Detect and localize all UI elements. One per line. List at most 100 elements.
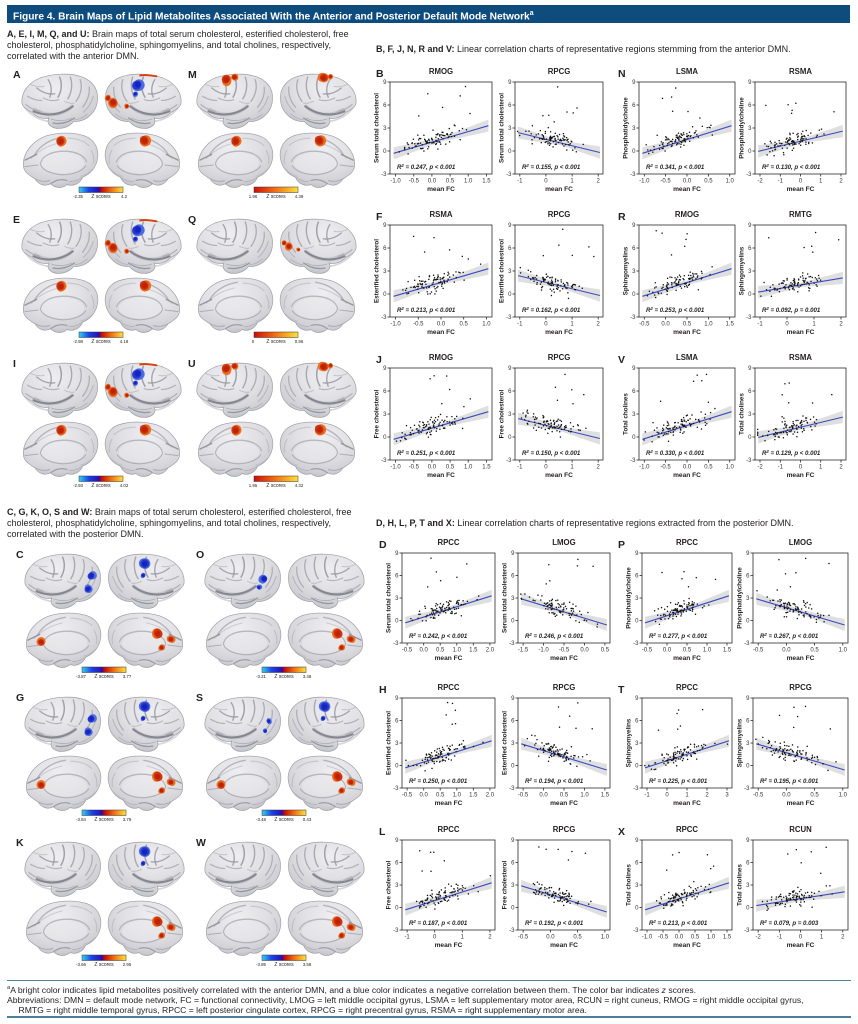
svg-text:1: 1 [570, 465, 574, 471]
svg-text:R2 = 0.194, p < 0.001: R2 = 0.194, p < 0.001 [525, 777, 584, 785]
svg-text:Serum total cholesterol: Serum total cholesterol [502, 563, 509, 633]
svg-text:mean FC: mean FC [787, 472, 815, 479]
svg-text:6: 6 [746, 719, 750, 725]
svg-text:RPCC: RPCC [676, 825, 698, 834]
svg-text:3: 3 [632, 412, 636, 418]
svg-text:S: S [196, 692, 203, 704]
svg-text:mean FC: mean FC [427, 472, 455, 479]
svg-text:9: 9 [748, 366, 752, 372]
svg-text:R2 = 0.130, p < 0.001: R2 = 0.130, p < 0.001 [762, 163, 821, 171]
svg-text:Serum total cholesterol: Serum total cholesterol [386, 563, 393, 633]
svg-text:3: 3 [635, 741, 639, 747]
svg-text:-1: -1 [778, 179, 784, 185]
svg-text:2.95: 2.95 [123, 962, 132, 967]
svg-text:3: 3 [395, 883, 399, 889]
svg-text:1.5: 1.5 [482, 465, 491, 471]
svg-text:D: D [379, 539, 387, 551]
svg-text:6: 6 [632, 103, 636, 109]
svg-text:1.0: 1.0 [453, 793, 462, 799]
svg-text:6: 6 [508, 103, 512, 109]
svg-text:mean FC: mean FC [787, 655, 815, 662]
svg-text:-1.0: -1.0 [639, 465, 650, 471]
svg-text:RPCG: RPCG [548, 210, 571, 219]
svg-text:-3: -3 [630, 172, 636, 178]
svg-text:6: 6 [748, 246, 752, 252]
svg-text:9: 9 [383, 80, 387, 86]
svg-text:LSMA: LSMA [676, 353, 698, 362]
svg-text:0.5: 0.5 [601, 648, 610, 654]
svg-text:-1.0: -1.0 [639, 179, 650, 185]
svg-text:-3.85: -3.85 [256, 962, 267, 967]
svg-text:-3: -3 [509, 641, 515, 647]
svg-text:1.5: 1.5 [723, 935, 732, 941]
svg-text:RPCG: RPCG [548, 67, 571, 76]
svg-text:1.0: 1.0 [707, 935, 716, 941]
svg-text:R2 = 0.213, p < 0.001: R2 = 0.213, p < 0.001 [397, 306, 456, 314]
svg-text:9: 9 [632, 366, 636, 372]
svg-text:X: X [618, 826, 625, 838]
svg-text:-1: -1 [517, 465, 523, 471]
svg-text:T: T [618, 684, 625, 696]
svg-text:mean FC: mean FC [545, 329, 573, 336]
svg-text:-0.5: -0.5 [753, 793, 764, 799]
svg-text:-3: -3 [746, 172, 752, 178]
svg-text:0.0: 0.0 [437, 322, 446, 328]
svg-text:3: 3 [511, 596, 515, 602]
svg-text:0: 0 [544, 465, 548, 471]
svg-text:0: 0 [544, 322, 548, 328]
svg-text:1.0: 1.0 [703, 648, 712, 654]
svg-text:-1: -1 [517, 322, 523, 328]
svg-text:-0.5: -0.5 [753, 648, 764, 654]
svg-text:LSMA: LSMA [676, 67, 698, 76]
svg-text:3: 3 [632, 269, 636, 275]
svg-text:Sphingomyelins: Sphingomyelins [626, 718, 633, 767]
svg-text:mean FC: mean FC [787, 186, 815, 193]
svg-text:-1: -1 [517, 179, 523, 185]
svg-text:4.2: 4.2 [121, 194, 128, 199]
svg-text:-0.5: -0.5 [409, 179, 420, 185]
svg-text:-1.5: -1.5 [518, 648, 529, 654]
svg-text:3: 3 [635, 596, 639, 602]
svg-text:3: 3 [395, 741, 399, 747]
svg-text:3: 3 [632, 126, 636, 132]
svg-text:3: 3 [748, 126, 752, 132]
svg-text:R2 = 0.195, p < 0.001: R2 = 0.195, p < 0.001 [760, 777, 819, 785]
svg-text:-3.48: -3.48 [256, 817, 267, 822]
svg-text:2.0: 2.0 [486, 793, 495, 799]
svg-text:R2 = 0.192, p < 0.001: R2 = 0.192, p < 0.001 [525, 919, 584, 927]
svg-text:-3: -3 [633, 786, 639, 792]
svg-text:0: 0 [511, 906, 515, 912]
svg-text:R2 = 0.225, p < 0.001: R2 = 0.225, p < 0.001 [649, 777, 708, 785]
svg-text:9: 9 [748, 223, 752, 229]
svg-text:W: W [196, 837, 206, 849]
svg-text:-1: -1 [404, 935, 410, 941]
svg-text:-0.5: -0.5 [660, 465, 671, 471]
svg-text:RMTG: RMTG [789, 210, 812, 219]
svg-text:mean FC: mean FC [435, 942, 463, 949]
svg-text:mean FC: mean FC [550, 800, 578, 807]
svg-text:-3: -3 [744, 928, 750, 934]
svg-text:0: 0 [544, 179, 548, 185]
svg-text:9: 9 [748, 80, 752, 86]
svg-text:9: 9 [395, 551, 399, 557]
svg-text:0.5: 0.5 [560, 793, 569, 799]
svg-text:3: 3 [748, 412, 752, 418]
svg-text:1.5: 1.5 [601, 793, 610, 799]
svg-text:3: 3 [725, 793, 729, 799]
svg-text:0.0: 0.0 [580, 648, 589, 654]
svg-text:9: 9 [632, 223, 636, 229]
svg-text:0: 0 [632, 435, 636, 441]
svg-text:K: K [16, 837, 24, 849]
svg-text:-3: -3 [744, 786, 750, 792]
svg-text:0: 0 [511, 619, 515, 625]
svg-text:1.5: 1.5 [482, 179, 491, 185]
svg-text:0: 0 [632, 149, 636, 155]
svg-text:0: 0 [746, 906, 750, 912]
svg-text:RSMA: RSMA [789, 353, 812, 362]
svg-text:0: 0 [383, 149, 387, 155]
svg-text:RSMA: RSMA [430, 210, 453, 219]
svg-text:Serum total cholesterol: Serum total cholesterol [374, 93, 381, 163]
svg-text:6: 6 [508, 246, 512, 252]
svg-text:-1: -1 [644, 793, 650, 799]
svg-text:E: E [13, 214, 20, 226]
